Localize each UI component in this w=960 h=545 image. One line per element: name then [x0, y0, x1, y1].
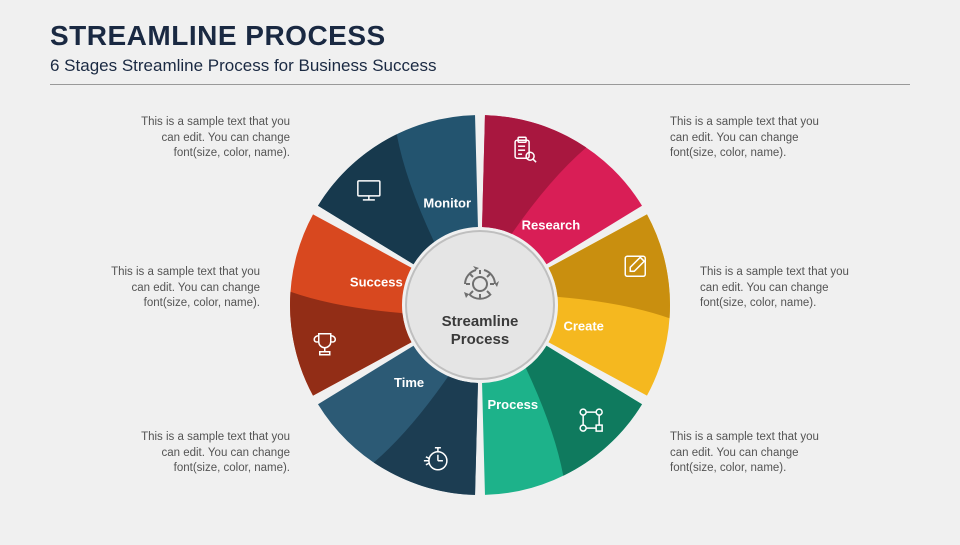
segment-label-create: Create — [563, 318, 603, 333]
segment-label-research: Research — [522, 218, 581, 233]
center-label: Streamline Process — [442, 313, 519, 349]
callout-success: This is a sample text that you can edit.… — [105, 265, 260, 312]
segment-label-process: Process — [487, 397, 538, 412]
center-label-line1: Streamline — [442, 313, 519, 330]
diagram-area: ResearchCreateProcessTimeSuccessMonitor … — [0, 80, 960, 540]
center-circle: Streamline Process — [405, 230, 555, 380]
segment-label-success: Success — [350, 274, 403, 289]
center-label-line2: Process — [451, 331, 509, 348]
callout-process: This is a sample text that you can edit.… — [670, 430, 825, 477]
page-title: STREAMLINE PROCESS — [50, 20, 910, 52]
segment-label-time: Time — [394, 375, 424, 390]
gear-cycle-icon — [457, 261, 503, 307]
page-subtitle: 6 Stages Streamline Process for Business… — [50, 56, 910, 76]
header: STREAMLINE PROCESS 6 Stages Streamline P… — [0, 0, 960, 85]
callout-time: This is a sample text that you can edit.… — [135, 430, 290, 477]
callout-create: This is a sample text that you can edit.… — [700, 265, 855, 312]
segment-label-monitor: Monitor — [423, 196, 471, 211]
callout-monitor: This is a sample text that you can edit.… — [135, 115, 290, 162]
callout-research: This is a sample text that you can edit.… — [670, 115, 825, 162]
